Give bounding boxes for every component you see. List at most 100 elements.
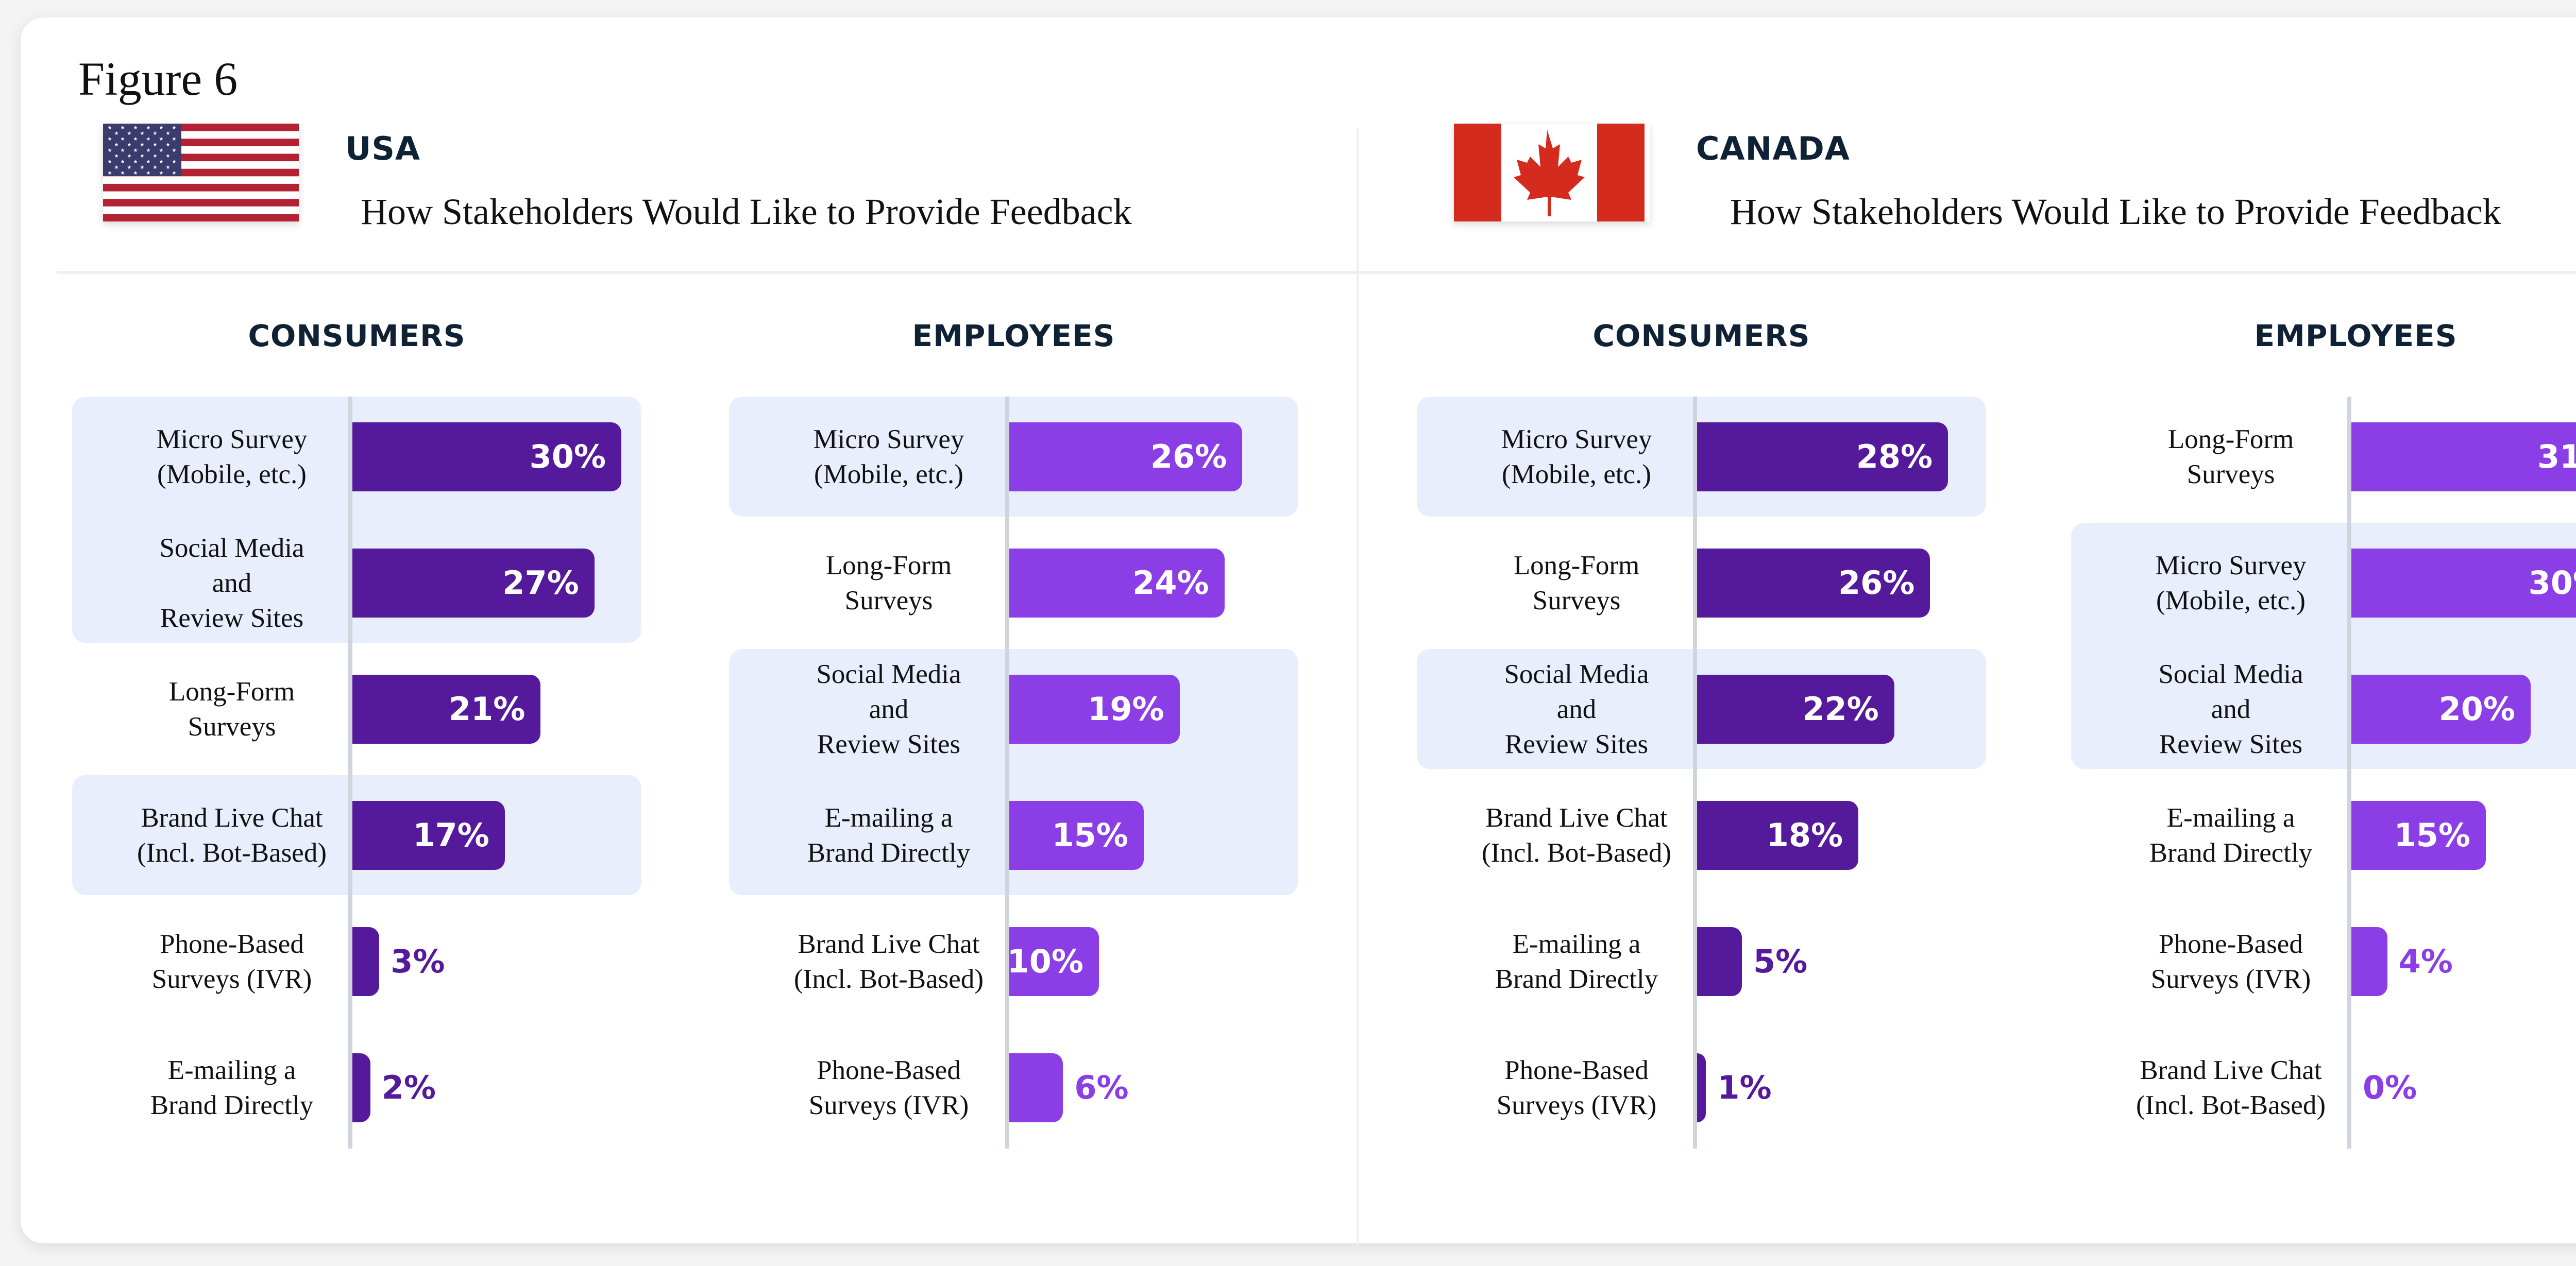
bar	[1697, 927, 1742, 996]
canada-flag-icon	[1454, 124, 1650, 221]
country-subtitle: How Stakeholders Would Like to Provide F…	[361, 191, 1132, 232]
svg-text:★: ★	[121, 136, 125, 142]
svg-text:★: ★	[133, 136, 138, 142]
svg-text:★: ★	[114, 131, 119, 136]
svg-text:★: ★	[172, 136, 177, 142]
bar-value-label: 30%	[2528, 564, 2576, 602]
svg-text:★: ★	[133, 159, 138, 165]
svg-text:★: ★	[127, 131, 132, 136]
country-subtitle: How Stakeholders Would Like to Provide F…	[1730, 191, 2501, 232]
bar	[2351, 675, 2531, 744]
bar	[352, 549, 595, 618]
bar	[352, 927, 380, 996]
bar-value-label: 10%	[1007, 943, 1083, 980]
svg-text:★: ★	[114, 153, 119, 159]
bar-value-label: 15%	[2394, 816, 2470, 854]
category-label: E-mailing a Brand Directly	[1495, 929, 1658, 994]
bar	[1009, 422, 1243, 491]
figure-title: Figure 6	[78, 53, 238, 105]
svg-text:★: ★	[153, 142, 158, 148]
svg-text:★: ★	[108, 148, 112, 153]
panel-title: EMPLOYEES	[2254, 318, 2458, 353]
bar-value-label: 19%	[1088, 690, 1164, 728]
bar-value-label: 6%	[1074, 1069, 1129, 1106]
category-label: Micro Survey (Mobile, etc.)	[156, 424, 308, 489]
bar	[1697, 675, 1894, 744]
bar	[1009, 675, 1180, 744]
country-header-usa: ★ ★ ★ ★ ★ ★ ★ ★ ★ ★ ★ ★ ★ ★ ★ ★ ★ ★ ★ ★ ★ ★ ★ ★ ★ ★ ★ ★ ★ ★ ★ ★ ★ ★ ★ ★ ★ ★ ★ ★…	[103, 124, 1340, 232]
bar-value-label: 30%	[529, 438, 606, 475]
bar-value-label: 20%	[2438, 690, 2515, 728]
country-name: USA	[345, 130, 420, 167]
bar	[352, 422, 621, 491]
category-label: Phone-Based Surveys (IVR)	[1496, 1055, 1657, 1120]
bar-value-label: 0%	[2363, 1069, 2417, 1106]
category-label: Brand Live Chat (Incl. Bot-Based)	[1482, 803, 1671, 868]
svg-text:★: ★	[108, 170, 112, 176]
svg-text:★: ★	[146, 170, 151, 176]
bar-value-label: 17%	[413, 816, 489, 854]
svg-text:★: ★	[133, 125, 138, 131]
bar	[1697, 1053, 1706, 1122]
svg-text:★: ★	[127, 153, 132, 159]
bar-value-label: 3%	[391, 943, 445, 980]
svg-text:★: ★	[108, 125, 112, 131]
svg-text:★: ★	[114, 165, 119, 170]
category-label: Social Media and Review Sites	[816, 659, 961, 759]
svg-text:★: ★	[114, 142, 119, 148]
category-label: Phone-Based Surveys (IVR)	[151, 929, 312, 994]
bar	[352, 1053, 370, 1122]
bar	[1697, 801, 1859, 870]
svg-text:★: ★	[172, 159, 177, 165]
svg-text:★: ★	[146, 159, 151, 165]
category-label: Long-Form Surveys	[825, 551, 952, 615]
panel-title: CONSUMERS	[1592, 318, 1810, 353]
svg-text:★: ★	[172, 125, 177, 131]
svg-text:★: ★	[153, 153, 158, 159]
header-divider	[57, 271, 2576, 274]
value-axis	[2347, 397, 2351, 1149]
svg-text:★: ★	[146, 125, 151, 131]
bar	[1009, 801, 1144, 870]
bar-value-label: 27%	[502, 564, 579, 602]
value-axis	[1693, 397, 1697, 1149]
category-label: Brand Live Chat (Incl. Bot-Based)	[2136, 1055, 2326, 1120]
svg-text:★: ★	[133, 148, 138, 153]
svg-text:★: ★	[159, 136, 164, 142]
svg-text:★: ★	[166, 165, 171, 170]
category-label: E-mailing a Brand Directly	[2149, 803, 2313, 868]
svg-text:★: ★	[159, 159, 164, 165]
svg-text:★: ★	[166, 153, 171, 159]
svg-text:★: ★	[127, 165, 132, 170]
svg-text:★: ★	[159, 170, 164, 176]
category-label: Social Media and Review Sites	[2158, 659, 2303, 759]
category-label: Long-Form Surveys	[2167, 424, 2294, 489]
bar	[2351, 422, 2576, 491]
category-label: Long-Form Surveys	[168, 677, 295, 742]
bar-value-label: 24%	[1132, 564, 1209, 602]
category-label: Social Media and Review Sites	[159, 533, 304, 633]
svg-text:★: ★	[140, 153, 145, 159]
category-label: Long-Form Surveys	[1513, 551, 1640, 615]
country-header-canada: CANADA How Stakeholders Would Like to Pr…	[1454, 124, 2576, 232]
svg-text:★: ★	[133, 170, 138, 176]
svg-text:★: ★	[140, 165, 145, 170]
svg-text:★: ★	[153, 165, 158, 170]
bar-value-label: 15%	[1052, 816, 1128, 854]
bar-value-label: 31%	[2537, 438, 2576, 475]
bar-value-label: 18%	[1766, 816, 1843, 854]
bar-value-label: 2%	[381, 1069, 436, 1106]
bar	[2351, 801, 2486, 870]
category-label: Micro Survey (Mobile, etc.)	[1501, 424, 1652, 489]
bar-value-label: 4%	[2398, 943, 2453, 980]
svg-text:★: ★	[121, 125, 125, 131]
bar	[1009, 549, 1225, 618]
country-name: CANADA	[1696, 130, 1850, 167]
category-label: Brand Live Chat (Incl. Bot-Based)	[137, 803, 327, 868]
svg-text:★: ★	[121, 159, 125, 165]
bar	[1009, 1053, 1063, 1122]
bar	[1697, 549, 1930, 618]
svg-text:★: ★	[108, 159, 112, 165]
svg-text:★: ★	[172, 170, 177, 176]
category-label: Micro Survey (Mobile, etc.)	[2155, 551, 2307, 615]
